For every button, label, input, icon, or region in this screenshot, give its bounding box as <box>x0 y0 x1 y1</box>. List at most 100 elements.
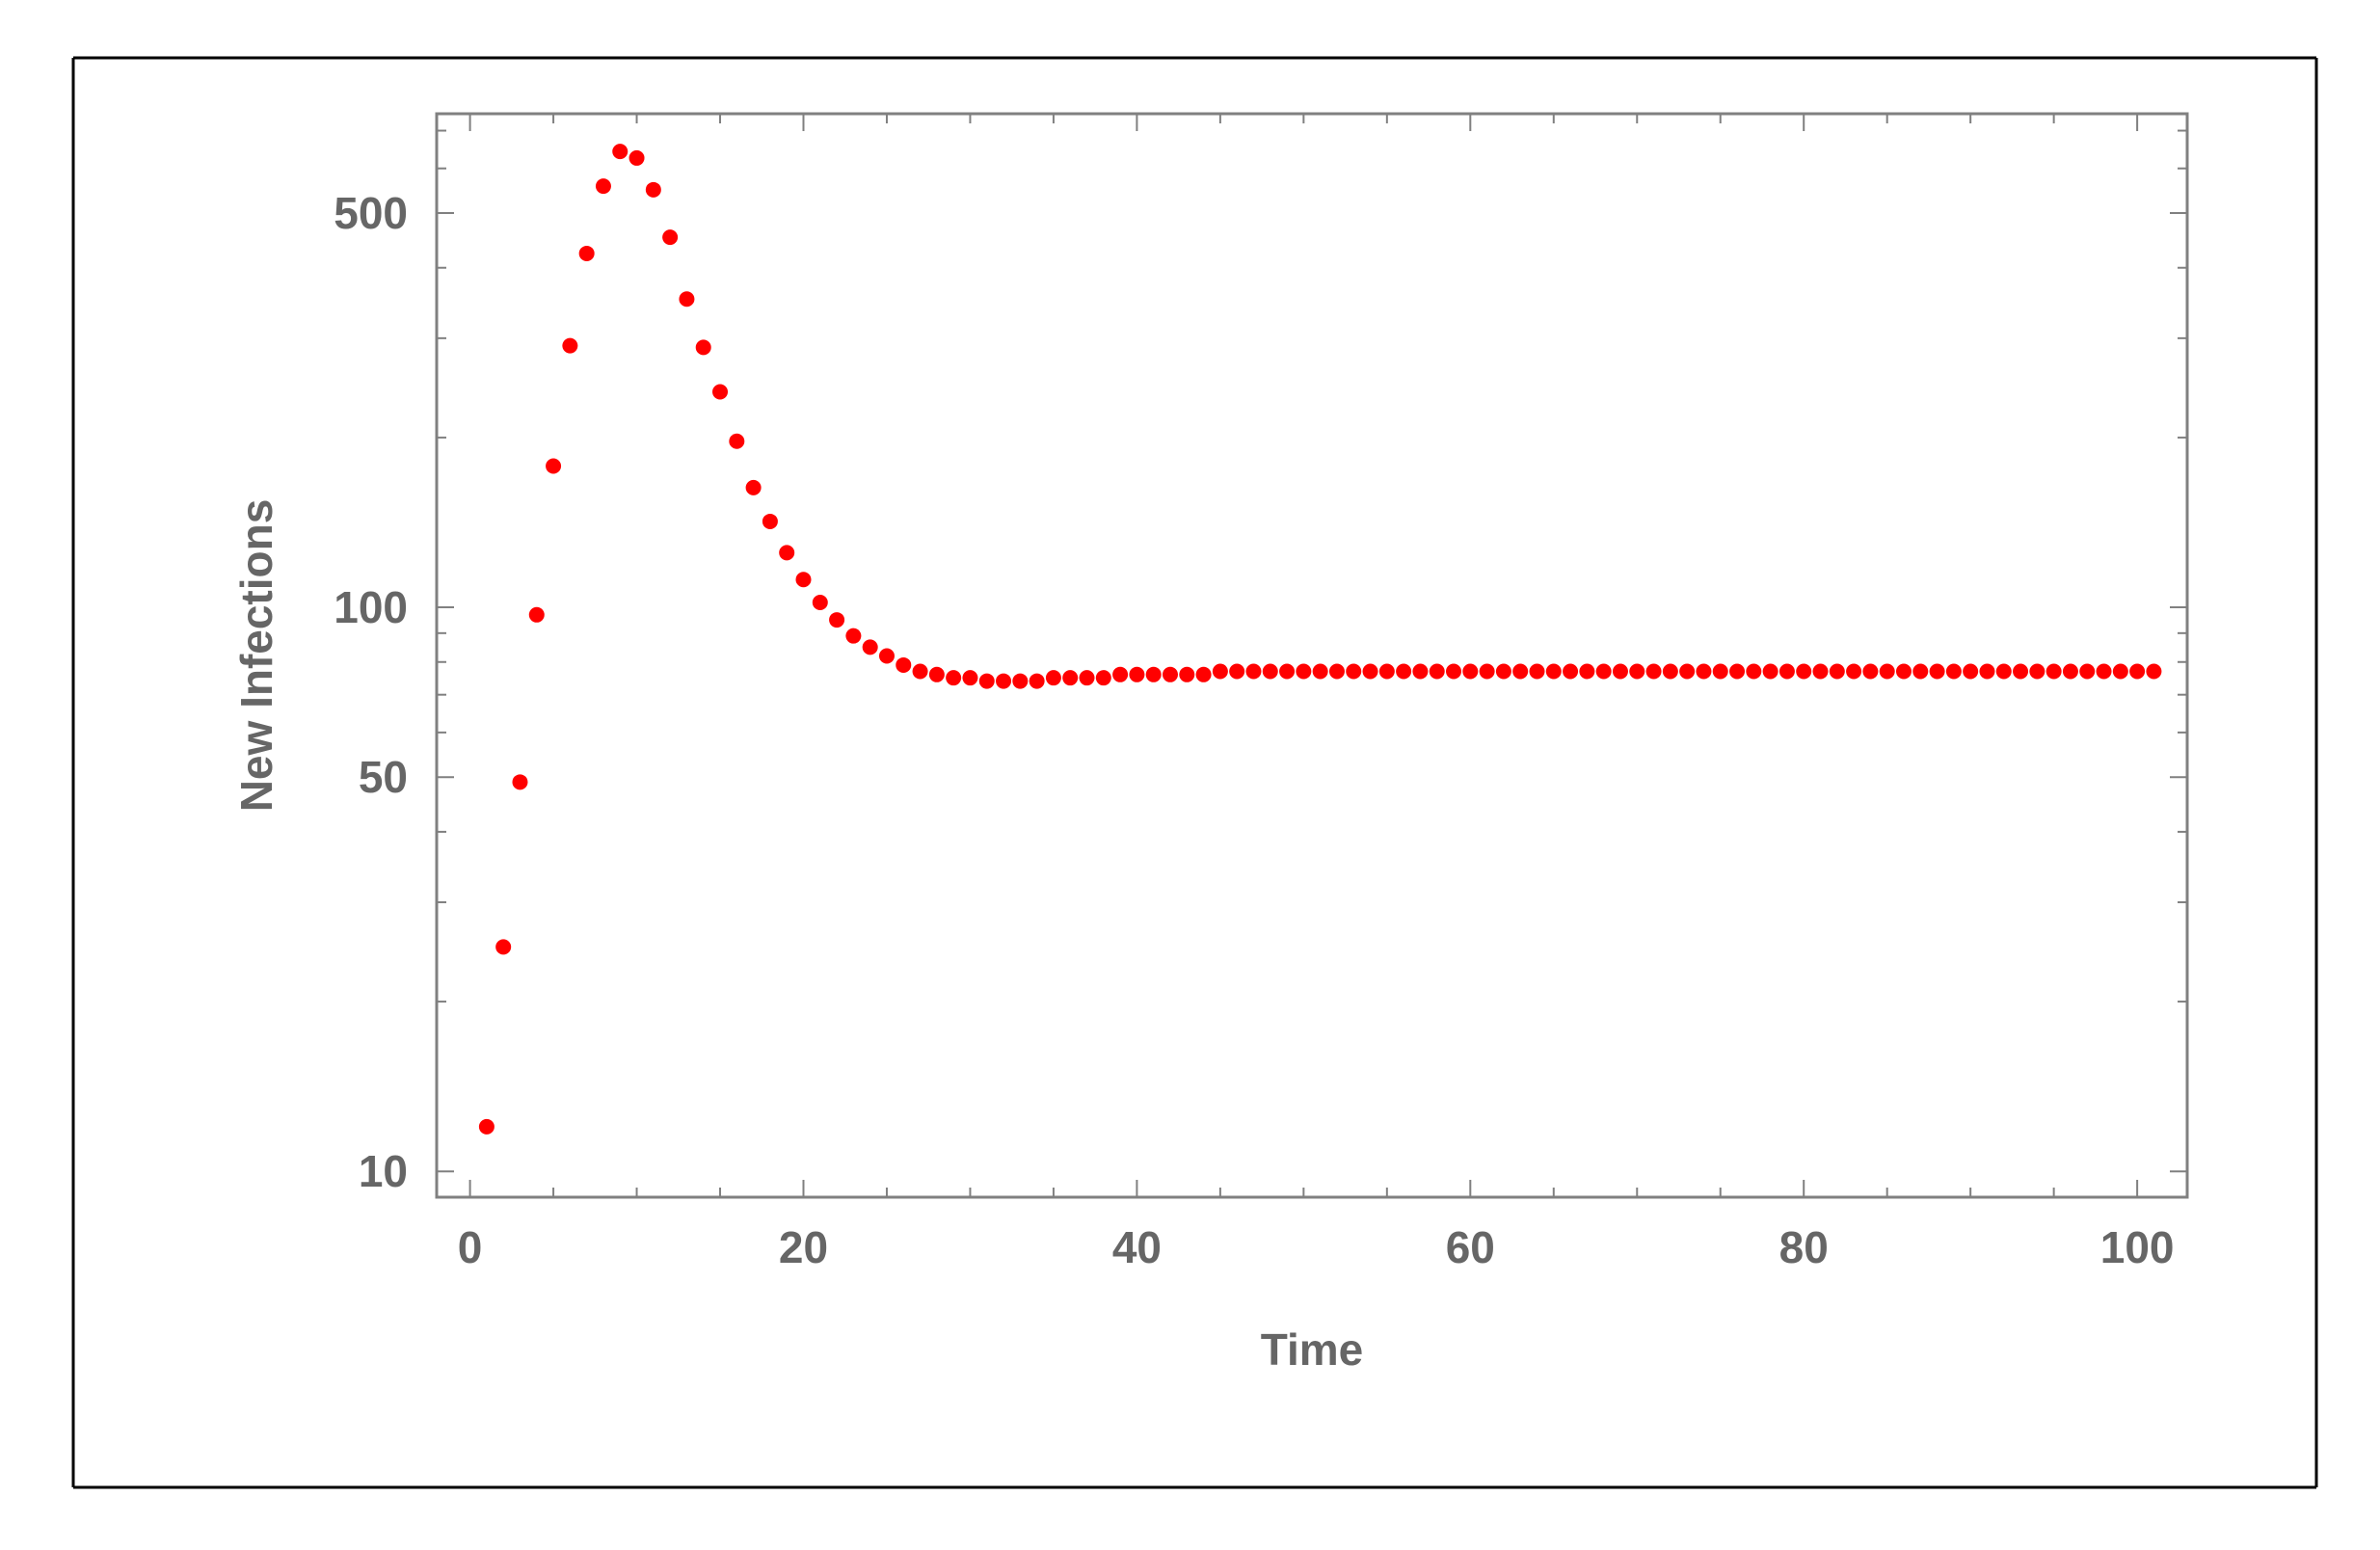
y-axis-title: New Infections <box>231 499 281 813</box>
data-point <box>628 149 645 166</box>
data-point <box>1296 663 1312 680</box>
y-axis-ticks <box>437 129 2187 1198</box>
x-tick-label: 100 <box>2100 1222 2175 1272</box>
data-point <box>1612 663 1628 680</box>
data-point <box>1796 663 1812 680</box>
data-point <box>1145 666 1162 682</box>
x-tick-label: 40 <box>1112 1222 1162 1272</box>
x-tick-label: 20 <box>779 1222 828 1272</box>
data-point <box>1479 663 1495 680</box>
data-point <box>1563 663 1579 680</box>
data-point <box>2129 663 2146 680</box>
data-point <box>1062 670 1079 686</box>
data-point <box>679 291 695 307</box>
data-point <box>2096 663 2112 680</box>
data-point <box>912 663 928 680</box>
data-point <box>1045 670 1061 686</box>
data-point <box>1696 663 1712 680</box>
data-point <box>1945 663 1962 680</box>
data-point <box>2146 663 2162 680</box>
data-point <box>1679 663 1696 680</box>
data-point <box>1212 663 1228 680</box>
data-point <box>1129 666 1145 682</box>
data-point <box>512 774 528 790</box>
data-point <box>1662 663 1678 680</box>
data-point <box>1729 663 1746 680</box>
data-point <box>595 178 611 195</box>
x-axis-title: Time <box>1261 1324 1364 1375</box>
data-point <box>1712 663 1728 680</box>
data-point <box>878 648 895 664</box>
data-point <box>478 1118 495 1135</box>
data-point <box>1012 673 1029 689</box>
data-point <box>2062 663 2078 680</box>
data-point <box>1846 663 1862 680</box>
data-point <box>1545 663 1562 680</box>
data-point <box>1829 663 1845 680</box>
data-point <box>1778 663 1795 680</box>
x-axis-tick-labels: 0 20 40 60 80 100 <box>458 1222 2175 1272</box>
data-point <box>712 384 729 400</box>
data-point <box>1462 663 1479 680</box>
data-point <box>1595 663 1612 680</box>
data-point <box>1112 666 1129 682</box>
data-point <box>578 245 595 261</box>
data-point <box>946 670 962 686</box>
data-point <box>1396 663 1412 680</box>
data-point <box>495 939 512 955</box>
data-point <box>1879 663 1895 680</box>
data-point <box>1895 663 1912 680</box>
y-tick-label: 100 <box>334 582 408 632</box>
data-point <box>1446 663 1462 680</box>
data-point <box>1645 663 1662 680</box>
data-point <box>812 595 828 611</box>
data-point <box>779 545 795 561</box>
data-point <box>2013 663 2029 680</box>
data-point <box>1229 663 1245 680</box>
x-tick-label: 60 <box>1446 1222 1495 1272</box>
data-point <box>845 628 862 644</box>
plot-frame <box>435 112 2189 1199</box>
x-axis-ticks <box>468 114 2139 1197</box>
data-point <box>528 606 545 623</box>
data-point <box>562 337 578 354</box>
data-point <box>1195 666 1212 682</box>
data-point <box>1529 663 1545 680</box>
data-point <box>1262 663 1278 680</box>
data-point <box>762 513 778 529</box>
data-point <box>1328 663 1345 680</box>
y-tick-label: 500 <box>334 188 408 238</box>
data-point <box>2029 663 2046 680</box>
data-point <box>1862 663 1879 680</box>
data-point <box>662 229 679 246</box>
data-point <box>1929 663 1945 680</box>
data-point <box>996 673 1012 689</box>
data-point <box>829 612 845 628</box>
data-point <box>645 181 661 198</box>
y-axis-tick-labels: 10 50 100 500 <box>334 188 408 1196</box>
data-point <box>695 339 711 356</box>
data-point <box>1412 663 1429 680</box>
data-point <box>1812 663 1829 680</box>
y-tick-label: 10 <box>359 1146 408 1196</box>
data-point <box>896 656 912 673</box>
data-point <box>1095 670 1111 686</box>
data-point <box>1979 663 1995 680</box>
data-point <box>928 666 945 682</box>
data-point <box>729 433 745 449</box>
data-point <box>1179 666 1195 682</box>
data-point <box>1963 663 1979 680</box>
data-points <box>478 144 2162 1135</box>
data-point <box>1762 663 1778 680</box>
data-point <box>1162 666 1178 682</box>
data-point <box>978 673 995 689</box>
x-tick-label: 0 <box>458 1222 483 1272</box>
data-point <box>1079 670 1095 686</box>
data-point <box>1029 673 1045 689</box>
data-point <box>1512 663 1529 680</box>
data-point <box>546 458 562 474</box>
data-point <box>2112 663 2128 680</box>
data-point <box>1629 663 1645 680</box>
data-point <box>1579 663 1595 680</box>
